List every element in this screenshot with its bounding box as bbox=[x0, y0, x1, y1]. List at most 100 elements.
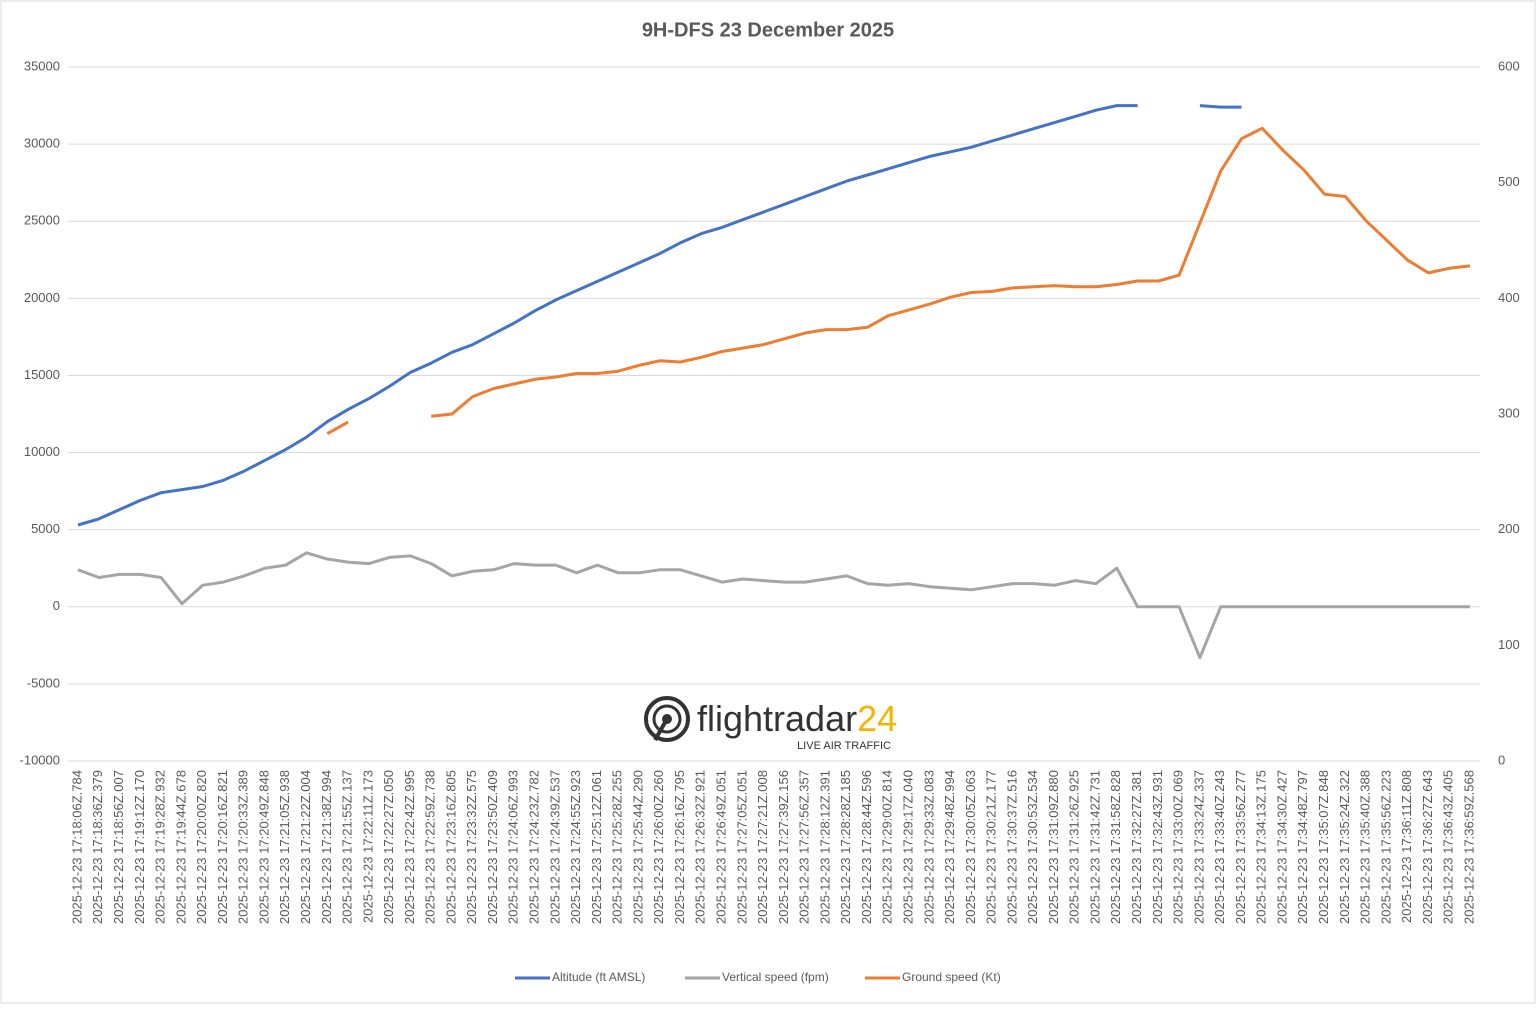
x-tick-label: 2025-12-23 17:28:44Z.596 bbox=[859, 770, 874, 924]
x-tick-label: 2025-12-23 17:24:23Z.782 bbox=[527, 770, 542, 924]
x-tick-label: 2025-12-23 17:20:33Z.389 bbox=[236, 770, 251, 924]
x-tick-label: 2025-12-23 17:19:12Z.170 bbox=[132, 770, 147, 924]
chart-title: 9H-DFS 23 December 2025 bbox=[642, 19, 894, 41]
y2-tick-label: 300 bbox=[1498, 405, 1520, 420]
x-tick-label: 2025-12-23 17:31:26Z.925 bbox=[1067, 770, 1082, 924]
x-tick-label: 2025-12-23 17:24:55Z.923 bbox=[568, 770, 583, 924]
x-tick-label: 2025-12-23 17:29:48Z.994 bbox=[942, 770, 957, 924]
x-tick-label: 2025-12-23 17:18:56Z.007 bbox=[111, 770, 126, 924]
x-tick-label: 2025-12-23 17:31:09Z.880 bbox=[1046, 770, 1061, 924]
x-tick-label: 2025-12-23 17:24:06Z.993 bbox=[506, 770, 521, 924]
x-tick-label: 2025-12-23 17:27:56Z.357 bbox=[797, 770, 812, 924]
x-tick-label: 2025-12-23 17:18:06Z.784 bbox=[69, 770, 84, 924]
x-tick-label: 2025-12-23 17:28:28Z.185 bbox=[838, 770, 853, 924]
y2-tick-label: 200 bbox=[1498, 521, 1520, 536]
legend-label: Vertical speed (fpm) bbox=[722, 970, 829, 984]
x-tick-label: 2025-12-23 17:25:28Z.255 bbox=[610, 770, 625, 924]
x-tick-label: 2025-12-23 17:27:21Z.008 bbox=[755, 770, 770, 924]
x-tick-label: 2025-12-23 17:26:32Z.921 bbox=[693, 770, 708, 924]
x-tick-label: 2025-12-23 17:32:43Z.931 bbox=[1150, 770, 1165, 924]
x-tick-label: 2025-12-23 17:31:58Z.828 bbox=[1108, 770, 1123, 924]
y2-tick-label: 400 bbox=[1498, 290, 1520, 305]
x-tick-label: 2025-12-23 17:30:05Z.063 bbox=[963, 770, 978, 924]
y-tick-label: 25000 bbox=[24, 213, 60, 228]
x-tick-label: 2025-12-23 17:33:24Z.337 bbox=[1191, 770, 1206, 924]
x-tick-label: 2025-12-23 17:21:05Z.938 bbox=[277, 770, 292, 924]
x-tick-label: 2025-12-23 17:20:16Z.821 bbox=[215, 770, 230, 924]
x-tick-label: 2025-12-23 17:35:40Z.388 bbox=[1358, 770, 1373, 924]
x-tick-label: 2025-12-23 17:36:11Z.808 bbox=[1399, 770, 1414, 923]
x-tick-label: 2025-12-23 17:30:53Z.534 bbox=[1025, 770, 1040, 924]
x-tick-label: 2025-12-23 17:26:00Z.260 bbox=[651, 770, 666, 924]
x-tick-label: 2025-12-23 17:27:05Z.051 bbox=[734, 770, 749, 924]
x-tick-label: 2025-12-23 17:24:39Z.537 bbox=[547, 770, 562, 924]
x-tick-label: 2025-12-23 17:22:59Z.738 bbox=[423, 770, 438, 924]
x-tick-label: 2025-12-23 17:30:21Z.177 bbox=[984, 770, 999, 924]
x-tick-label: 2025-12-23 17:20:49Z.848 bbox=[256, 770, 271, 924]
y-tick-label: 35000 bbox=[24, 58, 60, 73]
x-tick-label: 2025-12-23 17:35:56Z.223 bbox=[1378, 770, 1393, 924]
legend-label: Ground speed (Kt) bbox=[902, 970, 1001, 984]
x-tick-label: 2025-12-23 17:30:37Z.516 bbox=[1004, 770, 1019, 924]
x-tick-label: 2025-12-23 17:29:00Z.814 bbox=[880, 770, 895, 924]
logo-tagline: LIVE AIR TRAFFIC bbox=[797, 740, 891, 752]
y2-tick-label: 500 bbox=[1498, 174, 1520, 189]
x-tick-label: 2025-12-23 17:31:42Z.731 bbox=[1087, 770, 1102, 924]
x-tick-label: 2025-12-23 17:35:24Z.322 bbox=[1337, 770, 1352, 924]
logo: flightradar24 LIVE AIR TRAFFIC bbox=[644, 696, 897, 752]
x-tick-label: 2025-12-23 17:29:17Z.040 bbox=[900, 770, 915, 924]
x-tick-label: 2025-12-23 17:28:12Z.391 bbox=[817, 770, 832, 924]
x-tick-label: 2025-12-23 17:23:32Z.575 bbox=[464, 770, 479, 924]
x-tick-label: 2025-12-23 17:22:27Z.050 bbox=[381, 770, 396, 924]
x-tick-label: 2025-12-23 17:32:27Z.381 bbox=[1129, 770, 1144, 924]
x-tick-label: 2025-12-23 17:27:39Z.156 bbox=[776, 770, 791, 924]
x-tick-label: 2025-12-23 17:36:27Z.643 bbox=[1420, 770, 1435, 924]
x-tick-label: 2025-12-23 17:20:00Z.820 bbox=[194, 770, 209, 924]
x-tick-label: 2025-12-23 17:33:56Z.277 bbox=[1233, 770, 1248, 924]
x-tick-label: 2025-12-23 17:21:22Z.004 bbox=[298, 770, 313, 924]
y2-tick-label: 0 bbox=[1498, 752, 1505, 767]
x-tick-label: 2025-12-23 17:33:40Z.243 bbox=[1212, 770, 1227, 924]
x-tick-label: 2025-12-23 17:35:07Z.848 bbox=[1316, 770, 1331, 924]
x-tick-label: 2025-12-23 17:29:33Z.083 bbox=[921, 770, 936, 924]
x-tick-label: 2025-12-23 17:34:48Z.797 bbox=[1295, 770, 1310, 924]
logo-name: flightradar bbox=[697, 698, 857, 739]
x-tick-label: 2025-12-23 17:22:42Z.995 bbox=[402, 770, 417, 924]
x-tick-label: 2025-12-23 17:23:50Z.409 bbox=[485, 770, 500, 924]
x-tick-label: 2025-12-23 17:19:28Z.932 bbox=[153, 770, 168, 924]
logo-suffix: 24 bbox=[857, 698, 897, 739]
logo-text: flightradar24 bbox=[697, 698, 897, 739]
x-tick-label: 2025-12-23 17:34:13Z.175 bbox=[1254, 770, 1269, 924]
y-tick-label: -5000 bbox=[27, 675, 60, 690]
x-tick-label: 2025-12-23 17:23:16Z.805 bbox=[443, 770, 458, 924]
series-line bbox=[77, 104, 1242, 527]
y-tick-label: 5000 bbox=[31, 521, 60, 536]
y2-tick-label: 100 bbox=[1498, 637, 1520, 652]
x-tick-label: 2025-12-23 17:26:49Z.051 bbox=[713, 770, 728, 924]
x-tick-label: 2025-12-23 17:36:43Z.405 bbox=[1441, 770, 1456, 924]
x-tick-label: 2025-12-23 17:22:11Z.173 bbox=[360, 770, 375, 923]
legend-label: Altitude (ft AMSL) bbox=[552, 970, 645, 984]
logo-icon bbox=[644, 696, 690, 742]
series-line bbox=[326, 126, 1471, 436]
series-line bbox=[77, 551, 1470, 660]
y-tick-label: 30000 bbox=[24, 136, 60, 151]
y-tick-label: 20000 bbox=[24, 290, 60, 305]
y-tick-label: -10000 bbox=[20, 752, 60, 767]
x-tick-label: 2025-12-23 17:36:59Z.568 bbox=[1461, 770, 1476, 924]
y-tick-label: 10000 bbox=[24, 444, 60, 459]
logo-icon bbox=[653, 718, 669, 741]
logo-icon bbox=[652, 704, 682, 734]
x-tick-label: 2025-12-23 17:18:36Z.379 bbox=[90, 770, 105, 924]
x-tick-label: 2025-12-23 17:25:12Z.061 bbox=[589, 770, 604, 924]
x-tick-label: 2025-12-23 17:21:38Z.994 bbox=[319, 770, 334, 924]
x-tick-label: 2025-12-23 17:34:30Z.427 bbox=[1274, 770, 1289, 924]
x-tick-label: 2025-12-23 17:26:16Z.795 bbox=[672, 770, 687, 924]
y2-tick-label: 600 bbox=[1498, 58, 1520, 73]
y-tick-label: 0 bbox=[53, 598, 60, 613]
x-tick-label: 2025-12-23 17:33:00Z.069 bbox=[1171, 770, 1186, 924]
x-tick-label: 2025-12-23 17:25:44Z.290 bbox=[630, 770, 645, 924]
x-tick-label: 2025-12-23 17:21:55Z.137 bbox=[340, 770, 355, 924]
